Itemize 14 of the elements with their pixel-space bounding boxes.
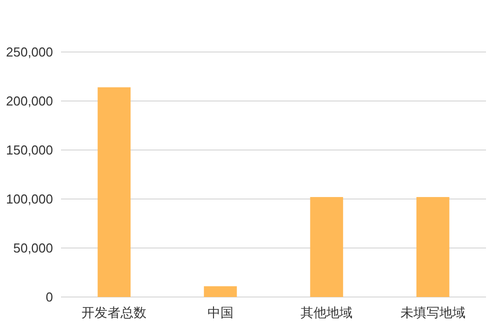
y-tick-label: 250,000	[6, 44, 53, 60]
y-tick-label: 200,000	[6, 94, 53, 108]
x-tick-label: 未填写地域	[400, 305, 466, 320]
x-tick-label: 其他地域	[300, 305, 353, 320]
y-tick-label: 100,000	[6, 192, 53, 206]
x-tick-label: 中国	[207, 305, 234, 320]
bar	[98, 87, 131, 297]
bar	[310, 197, 344, 297]
bar	[416, 197, 450, 297]
x-tick-label: 开发者总数	[82, 305, 147, 320]
y-tick-label: 150,000	[6, 142, 53, 158]
y-tick-label: 0	[46, 290, 53, 304]
y-tick-label: 50,000	[13, 240, 53, 256]
bar	[204, 286, 237, 297]
